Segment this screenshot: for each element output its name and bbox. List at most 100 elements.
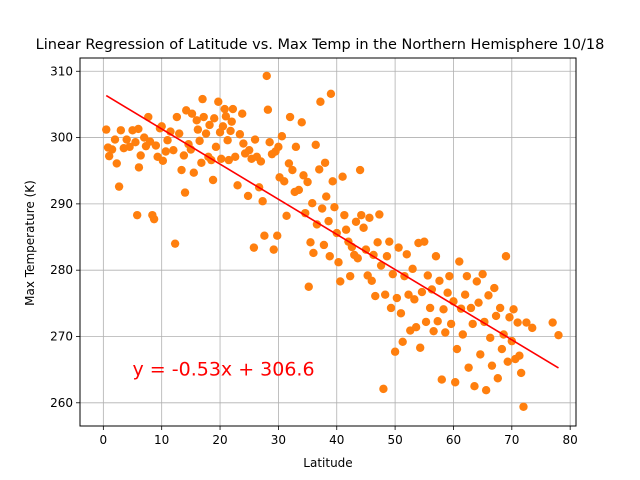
data-point (211, 142, 221, 152)
data-point (420, 237, 429, 246)
data-point (388, 269, 397, 279)
data-point (274, 142, 283, 152)
data-point (263, 105, 273, 114)
data-point (462, 271, 472, 281)
data-point (528, 323, 537, 333)
x-tick-label: 60 (446, 433, 461, 447)
x-tick-label: 50 (387, 433, 402, 447)
data-point (548, 318, 557, 327)
data-point (464, 363, 473, 372)
data-point (429, 326, 438, 336)
x-tick-label: 80 (563, 433, 578, 447)
data-point (427, 285, 437, 294)
data-point (373, 238, 382, 247)
data-point (515, 351, 524, 360)
data-point (484, 291, 493, 300)
data-point (306, 238, 315, 247)
x-tick-label: 20 (212, 433, 227, 447)
data-point (205, 120, 214, 130)
data-point (371, 291, 380, 301)
data-point (320, 158, 330, 167)
data-point (351, 217, 361, 226)
data-point (199, 112, 208, 122)
x-tick-label: 0 (100, 433, 108, 447)
data-point (460, 290, 470, 299)
data-point (341, 225, 351, 234)
data-point (245, 145, 254, 155)
data-point (224, 155, 233, 165)
x-tick-label: 40 (329, 433, 344, 447)
data-point (134, 124, 143, 134)
data-point (285, 112, 295, 122)
data-point (238, 109, 247, 118)
x-tick-label: 70 (504, 433, 519, 447)
data-point (425, 303, 435, 313)
data-point (367, 276, 376, 285)
data-point (357, 210, 366, 220)
y-tick-label: 300 (50, 131, 73, 145)
data-point (439, 305, 448, 314)
data-point (151, 141, 161, 150)
data-point (250, 135, 260, 144)
data-point (172, 112, 182, 122)
data-point (262, 71, 271, 81)
grid-lines (80, 58, 576, 426)
data-point (396, 309, 406, 318)
data-point (334, 258, 343, 267)
data-point (487, 361, 497, 370)
data-point (423, 271, 432, 280)
data-point (336, 277, 345, 286)
data-point (355, 165, 365, 175)
data-point (308, 199, 317, 208)
data-point (451, 378, 460, 387)
data-point (474, 298, 483, 307)
data-point (398, 337, 407, 346)
data-point (338, 172, 347, 181)
data-point (380, 290, 390, 299)
data-point (149, 214, 159, 224)
data-point (404, 290, 413, 299)
data-point (501, 252, 511, 261)
y-tick-label: 280 (50, 263, 73, 277)
data-point (112, 159, 121, 168)
data-point (497, 344, 507, 354)
data-point (177, 165, 186, 175)
data-point (319, 240, 329, 250)
data-point (192, 116, 201, 125)
data-point (132, 210, 142, 220)
data-point (136, 151, 145, 160)
data-point (493, 374, 503, 383)
data-point (226, 126, 235, 136)
x-axis-ticks: 0 10 20 30 40 50 60 70 80 (100, 426, 578, 447)
data-point (170, 239, 180, 248)
data-point (231, 152, 240, 161)
data-point (193, 125, 203, 134)
data-point (131, 138, 140, 147)
data-point (134, 163, 144, 172)
data-point (446, 319, 456, 329)
data-point (392, 293, 402, 303)
data-point (315, 165, 324, 174)
data-point (421, 317, 431, 327)
data-point (256, 157, 266, 166)
data-point (466, 303, 476, 313)
chart-title: Linear Regression of Latitude vs. Max Te… (36, 37, 605, 53)
data-point (243, 191, 253, 201)
data-point (195, 136, 204, 146)
data-point (361, 245, 371, 254)
data-point (478, 269, 487, 279)
data-point (220, 104, 229, 114)
data-point (476, 350, 485, 359)
data-point (198, 94, 207, 104)
data-point (282, 211, 291, 221)
data-point (227, 117, 236, 126)
data-point (359, 223, 368, 232)
data-point (325, 252, 334, 261)
data-points (102, 71, 563, 411)
x-axis-label: Latitude (303, 456, 352, 470)
data-point (513, 318, 522, 327)
data-point (304, 282, 313, 291)
data-point (258, 197, 267, 206)
data-point (197, 158, 206, 167)
